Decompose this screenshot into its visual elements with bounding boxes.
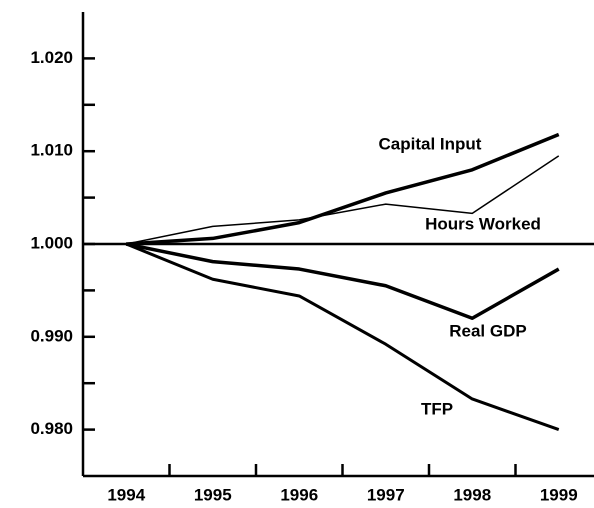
y-tick-label: 1.020 [30,48,73,67]
series-line [126,155,560,245]
x-tick-label: 1995 [194,485,232,504]
series-line [125,242,560,320]
x-tick-label: 1994 [107,485,145,504]
series-line [125,242,560,432]
x-tick-label: 1997 [367,485,405,504]
x-tick-label: 1999 [540,485,578,504]
series-label: Real GDP [449,321,526,340]
x-tick-label: 1996 [280,485,318,504]
series-line [126,132,560,246]
y-tick-label: 1.010 [30,141,73,160]
y-tick-label: 0.990 [30,326,73,345]
series-label: TFP [421,399,453,418]
y-tick-label: 1.000 [30,233,73,252]
series-label: Hours Worked [425,214,541,233]
series-label: Capital Input [379,134,482,153]
x-tick-label: 1998 [453,485,491,504]
y-tick-label: 0.980 [30,419,73,438]
